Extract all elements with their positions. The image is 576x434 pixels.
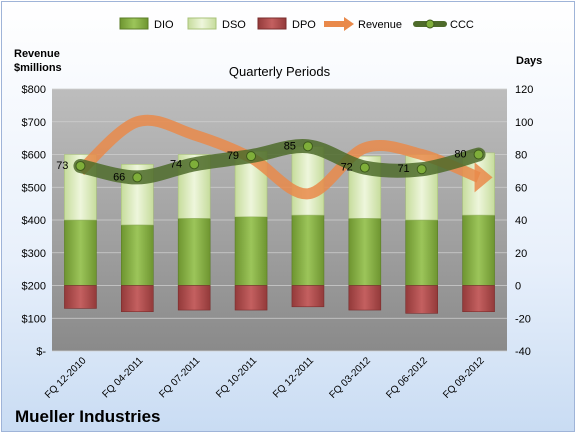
- legend-swatch-dpo: [257, 17, 287, 30]
- y-right-tick-label: 80: [515, 150, 527, 162]
- y-right-tick-label: 100: [515, 117, 533, 129]
- bar-dpo: [291, 285, 325, 308]
- bar-dpo: [64, 285, 97, 309]
- ccc-point: [302, 141, 313, 152]
- y-right-label: Days: [516, 55, 542, 67]
- bar-dio: [234, 216, 268, 286]
- ccc-point: [246, 151, 257, 162]
- bar-dio: [121, 224, 154, 286]
- ccc-data-label: 85: [284, 140, 296, 152]
- revenue-arrowhead: [474, 162, 493, 193]
- x-tick-label: FQ 04-2011: [100, 355, 145, 400]
- y-left-tick-label: $600: [22, 150, 46, 162]
- y-right-tick-label: -40: [515, 346, 531, 358]
- bar-dio: [64, 219, 97, 286]
- ccc-data-label: 73: [56, 160, 68, 172]
- ccc-data-label: 79: [227, 150, 239, 162]
- chart-title: Quarterly Periods: [229, 64, 331, 79]
- y-right-tick-label: 40: [515, 215, 527, 227]
- ccc-point: [416, 164, 427, 175]
- bar-dio: [348, 218, 382, 286]
- revenue-line: [76, 114, 481, 200]
- bar-dso: [291, 146, 325, 216]
- y-left-tick-label: $300: [22, 248, 46, 260]
- bar-dpo: [121, 285, 154, 313]
- bar-dio: [405, 219, 438, 286]
- ccc-data-label: 66: [113, 171, 125, 183]
- ccc-point: [75, 160, 86, 171]
- y-left-tick-label: $400: [22, 215, 46, 227]
- bar-dpo: [405, 285, 438, 314]
- ccc-data-label: 74: [170, 158, 182, 170]
- bar-dio: [177, 218, 211, 286]
- legend-swatch-dio: [119, 17, 149, 30]
- x-tick-label: FQ 06-2012: [384, 355, 430, 401]
- ccc-point: [132, 172, 143, 183]
- x-tick-label: FQ 12-2011: [271, 355, 316, 400]
- y-left-tick-label: $100: [22, 313, 46, 325]
- bar-dpo: [348, 285, 382, 311]
- y-left-tick-label: $800: [22, 84, 46, 96]
- x-tick-label: FQ 10-2011: [214, 355, 259, 400]
- y-right-tick-label: 60: [515, 182, 527, 194]
- legend-label: Revenue: [358, 19, 402, 31]
- bar-dio: [291, 214, 325, 286]
- bar-dpo: [462, 285, 495, 313]
- bar-dpo: [234, 285, 268, 311]
- x-tick-label: FQ 07-2011: [157, 355, 202, 400]
- ccc-point: [359, 162, 370, 173]
- y-right-tick-label: 120: [515, 84, 533, 96]
- x-tick-label: FQ 09-2012: [441, 355, 487, 401]
- bar-dio: [462, 214, 495, 286]
- legend-swatch-ccc-point: [425, 19, 435, 29]
- y-right-tick-label: 0: [515, 281, 521, 293]
- company-name: Mueller Industries: [15, 407, 161, 426]
- bar-dpo: [177, 285, 211, 311]
- ccc-point: [189, 159, 200, 170]
- y-right-tick-label: -20: [515, 313, 531, 325]
- x-tick-label: FQ 03-2012: [327, 355, 373, 401]
- y-left-tick-label: $500: [22, 182, 46, 194]
- legend-swatch-dso: [187, 17, 217, 30]
- legend-label: DSO: [222, 19, 246, 31]
- legend-label: DPO: [292, 19, 316, 31]
- y-left-tick-label: $200: [22, 281, 46, 293]
- y-right-tick-label: 20: [515, 248, 527, 260]
- ccc-point: [473, 149, 484, 160]
- y-left-label-line2: $millions: [14, 62, 62, 74]
- y-left-tick-label: $700: [22, 117, 46, 129]
- legend-label: DIO: [154, 19, 174, 31]
- ccc-data-label: 80: [454, 149, 466, 161]
- y-left-tick-label: $-: [36, 346, 46, 358]
- legend-label: CCC: [450, 19, 474, 31]
- ccc-data-label: 71: [397, 163, 409, 175]
- x-tick-label: FQ 12-2010: [43, 355, 89, 401]
- legend-swatch-revenue-arrow: [344, 17, 354, 31]
- ccc-data-label: 72: [341, 162, 353, 174]
- y-left-label-line1: Revenue: [14, 48, 60, 60]
